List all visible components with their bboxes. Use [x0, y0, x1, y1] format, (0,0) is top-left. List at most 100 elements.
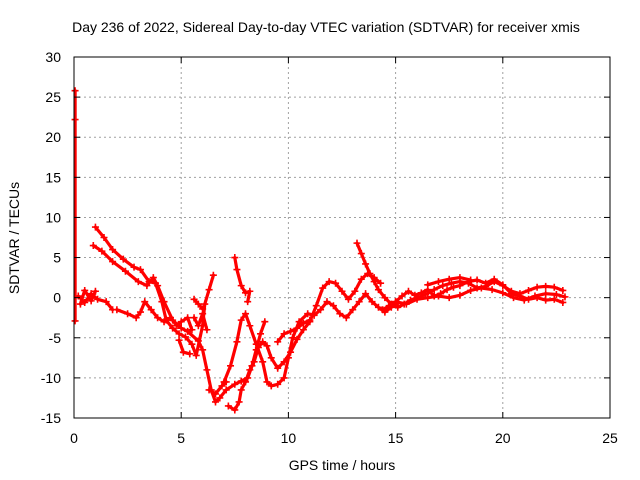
data-point — [194, 322, 202, 330]
data-point — [231, 254, 239, 262]
data-point — [550, 283, 558, 291]
data-point — [490, 275, 498, 283]
data-point — [542, 282, 550, 290]
data-point — [319, 284, 327, 292]
data-point — [212, 390, 220, 398]
data-point — [231, 380, 239, 388]
data-point — [274, 338, 282, 346]
data-point — [467, 276, 475, 284]
data-point — [456, 274, 464, 282]
x-tick-label: 10 — [281, 430, 297, 446]
data-point — [188, 340, 196, 348]
data-point — [299, 326, 307, 334]
data-point — [366, 270, 374, 278]
data-point — [74, 292, 82, 300]
data-point — [184, 314, 192, 322]
data-point — [284, 354, 292, 362]
data-point — [166, 314, 174, 322]
data-point — [379, 306, 387, 314]
data-point — [439, 282, 447, 290]
data-point — [175, 330, 183, 338]
data-point — [325, 278, 333, 286]
data-point — [263, 378, 271, 386]
data-point — [199, 305, 207, 313]
data-point — [332, 279, 340, 287]
data-point — [244, 298, 252, 306]
data-point — [267, 382, 275, 390]
data-point — [280, 330, 288, 338]
data-point — [169, 324, 177, 332]
data-point — [194, 337, 202, 345]
data-point — [218, 382, 226, 390]
data-point — [274, 364, 282, 372]
data-point — [71, 317, 79, 325]
data-point — [141, 298, 149, 306]
data-point — [237, 377, 245, 385]
data-point — [149, 274, 157, 282]
data-point — [263, 342, 271, 350]
data-point — [190, 295, 198, 303]
data-point — [242, 310, 250, 318]
data-point — [160, 298, 168, 306]
data-point — [132, 314, 140, 322]
data-point — [237, 316, 245, 324]
data-point — [102, 298, 110, 306]
data-point — [287, 327, 295, 335]
data-point — [310, 311, 318, 319]
data-point — [199, 346, 207, 354]
data-point — [136, 266, 144, 274]
grid — [74, 57, 610, 418]
data-point — [520, 296, 528, 304]
data-point — [246, 322, 254, 330]
data-point — [143, 282, 151, 290]
data-point — [402, 300, 410, 308]
data-point — [87, 297, 95, 305]
data-point — [100, 234, 108, 241]
data-point — [477, 284, 485, 292]
data-point — [447, 279, 455, 287]
data-point — [336, 310, 344, 318]
data-point — [353, 239, 361, 247]
data-point — [209, 271, 217, 279]
data-points — [71, 87, 569, 414]
data-point — [89, 242, 97, 250]
y-tick-label: -10 — [41, 370, 61, 386]
y-tick-label: 30 — [45, 49, 61, 65]
data-point — [362, 260, 370, 268]
data-point — [381, 294, 389, 302]
data-point — [109, 258, 117, 266]
data-point — [411, 291, 419, 299]
data-point — [424, 294, 432, 302]
data-point — [531, 292, 539, 300]
data-point — [192, 351, 200, 359]
data-point — [181, 333, 189, 341]
y-tick-label: -15 — [41, 410, 61, 426]
data-point — [473, 276, 481, 284]
data-point — [205, 286, 213, 294]
data-point — [246, 366, 254, 374]
data-point — [355, 298, 363, 306]
data-point — [488, 286, 496, 294]
x-tick-label: 5 — [177, 430, 185, 446]
data-point — [293, 335, 301, 343]
series-trace — [226, 272, 383, 412]
y-tick-label: 25 — [45, 89, 61, 105]
data-point — [94, 295, 102, 303]
data-point — [542, 296, 550, 304]
data-point — [368, 298, 376, 306]
data-point — [147, 306, 155, 314]
data-point — [445, 275, 453, 283]
data-point — [344, 295, 352, 303]
data-point — [237, 282, 245, 290]
series-trace-n — [353, 239, 567, 311]
data-point — [233, 266, 241, 274]
data-point — [205, 386, 213, 394]
data-point — [184, 327, 192, 335]
data-point — [130, 263, 138, 271]
data-point — [362, 290, 370, 298]
data-point — [231, 406, 239, 414]
series-trace-e — [113, 298, 196, 334]
data-point — [237, 386, 245, 394]
data-point — [392, 298, 400, 306]
data-point — [259, 338, 267, 346]
